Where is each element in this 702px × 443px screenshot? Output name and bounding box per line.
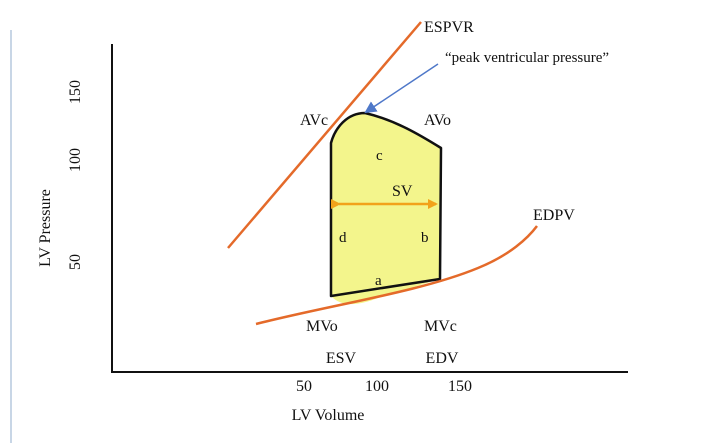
edpv-label: EDPV (533, 207, 575, 224)
pv-loop-outline (329, 111, 443, 298)
edpv-curve (255, 225, 538, 326)
peak-pressure-label: “peak ventricular pressure” (445, 50, 609, 66)
y-axis-label: LV Pressure (37, 189, 54, 267)
x-tick-50: 50 (296, 378, 312, 395)
sv-label: SV (392, 183, 413, 200)
mvo-label: MVo (306, 318, 338, 335)
avo-label: AVo (424, 112, 451, 129)
phase-a-label: a (375, 273, 382, 289)
y-tick-150: 150 (67, 80, 84, 104)
x-tick-100: 100 (365, 378, 389, 395)
x-axis-label: LV Volume (292, 407, 365, 424)
phase-d-label: d (339, 230, 347, 246)
pv-loop-fill (331, 113, 441, 305)
y-tick-100: 100 (67, 148, 84, 172)
phase-c-label: c (376, 148, 383, 164)
espvr-line (227, 21, 422, 249)
avc-label: AVc (300, 112, 328, 129)
esv-label: ESV (326, 350, 357, 367)
y-tick-50: 50 (67, 254, 84, 270)
espvr-label: ESPVR (424, 19, 474, 36)
phase-b-label: b (421, 230, 429, 246)
edv-label: EDV (426, 350, 459, 367)
peak-pressure-arrow (364, 63, 439, 114)
mvc-label: MVc (424, 318, 457, 335)
x-tick-150: 150 (448, 378, 472, 395)
